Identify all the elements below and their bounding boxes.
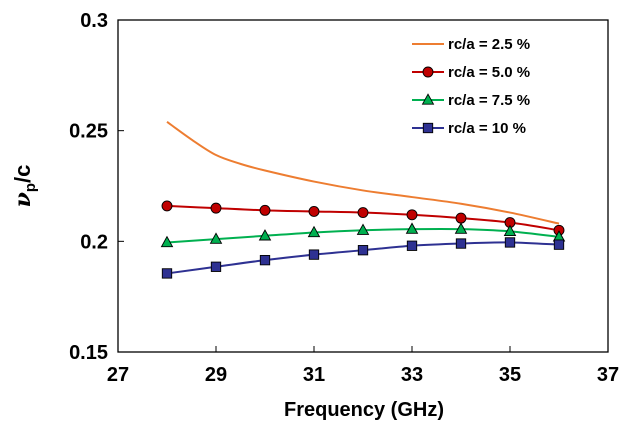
data-point [259,204,271,216]
y-tick-label: 0.25 [69,121,108,143]
plot-area [117,19,609,353]
tick-labels: 27 29 31 33 35 37 0.15 0.2 0.25 0.3 [69,10,619,386]
plot-frame [117,19,609,353]
data-point [161,200,173,212]
legend-label: rc/a = 10 % [448,120,526,137]
data-point [160,235,174,248]
series-line [166,120,560,225]
data-point [308,249,320,260]
series-1 [166,120,560,225]
svg-text:νp/c: νp/c [10,165,39,208]
legend-swatch-marker [422,66,434,78]
x-tick-label: 31 [303,364,325,386]
data-point [307,225,321,238]
data-point [504,237,516,248]
data-point [356,223,370,235]
data-point [503,224,517,237]
legend-entry: rc/a = 10 % [412,120,526,137]
x-tick-label: 33 [401,364,423,386]
x-tick-label: 29 [205,364,227,386]
x-tick-label: 27 [107,364,129,386]
data-point [357,207,369,219]
data-point [259,254,271,266]
y-axis-label-subscript: p [22,183,39,192]
legend: rc/a = 2.5 % rc/a = 5.0 % rc/a = 7.5 % rc/a… [412,36,530,137]
legend-entry: rc/a = 7.5 % [412,92,530,109]
data-point [406,209,418,221]
legend-label: rc/a = 2.5 % [448,36,530,53]
legend-label: rc/a = 7.5 % [448,92,530,109]
y-tick-label: 0.3 [80,10,108,32]
data-point [405,222,419,234]
data-point [455,212,467,224]
data-point [258,229,272,241]
x-tick-label: 35 [499,364,521,386]
data-point [308,206,320,217]
data-point [406,240,418,251]
legend-label: rc/a = 5.0 % [448,64,530,81]
data-point [455,238,467,249]
data-point [161,268,173,279]
data-point [553,239,565,250]
data-point [209,232,223,244]
y-tick-label: 0.15 [69,342,108,364]
data-point [210,202,222,214]
y-tick-label: 0.2 [80,231,108,253]
data-point [357,245,369,256]
data-series-layer [160,120,566,279]
y-axis-label-symbol: ν [10,192,36,207]
legend-swatch-marker [421,93,435,105]
data-point [210,261,222,272]
data-point [454,222,468,234]
x-tick-label: 37 [597,364,619,386]
y-axis-label: νp/c [10,165,39,208]
legend-entry: rc/a = 5.0 % [412,64,530,81]
series-4 [161,237,565,279]
x-axis-label: Frequency (GHz) [284,399,444,421]
y-axis-label-rest: /c [10,165,35,183]
legend-swatch-marker [422,122,434,134]
series-3 [160,222,566,248]
legend-entry: rc/a = 2.5 % [412,36,530,53]
